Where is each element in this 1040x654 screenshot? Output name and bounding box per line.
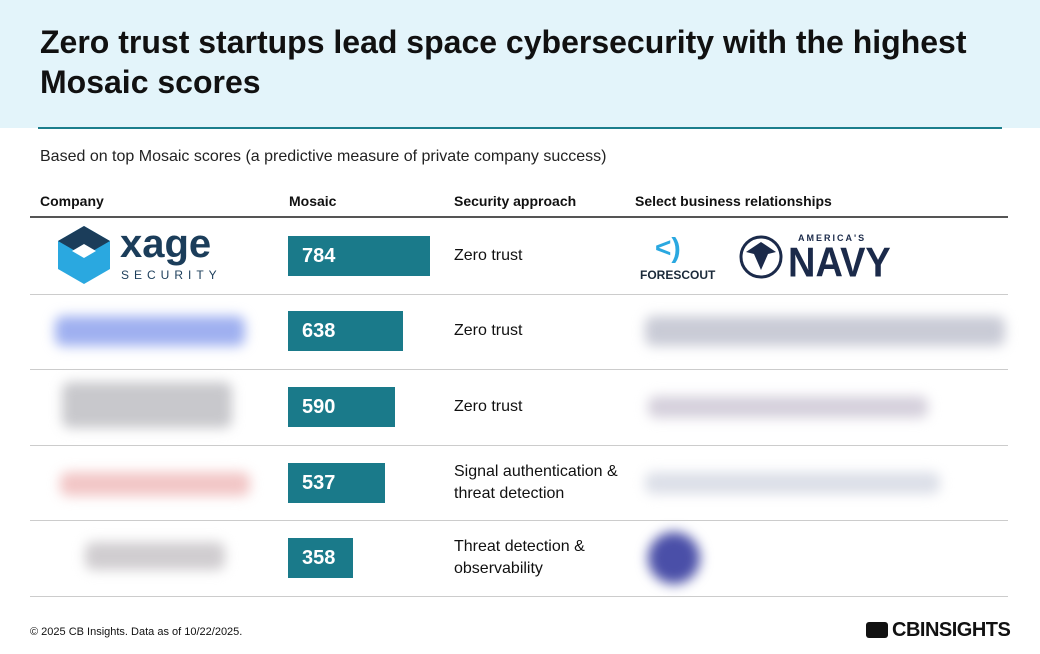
blurred-logo (645, 316, 1005, 346)
column-header: Company (40, 193, 104, 209)
header-band (0, 0, 1040, 128)
footnote: © 2025 CB Insights. Data as of 10/22/202… (30, 626, 243, 638)
blurred-logo (645, 472, 940, 494)
title: Zero trust startups lead space cybersecu… (40, 24, 967, 100)
security-approach: Zero trust (454, 246, 523, 264)
blurred-logo (55, 316, 245, 346)
xage-icon (58, 226, 110, 284)
partner-name: FORESCOUT (640, 268, 716, 282)
navy-emblem (739, 235, 783, 279)
forescout-icon: <) (655, 232, 681, 263)
row-separator (30, 444, 1008, 446)
blurred-logo (648, 396, 928, 418)
row-separator (30, 293, 1008, 295)
security-approach: Zero trust (454, 398, 523, 415)
header-rule (30, 216, 1008, 218)
blurred-logo (85, 542, 225, 570)
column-header: Mosaic (289, 193, 337, 209)
security-approach: Zero trust (454, 322, 523, 340)
column-header: Security approach (454, 193, 577, 209)
blurred-logo (60, 472, 250, 496)
company-tagline: SECURITY (121, 268, 222, 282)
blurred-logo (648, 532, 700, 584)
mosaic-bar: 590 (288, 387, 395, 427)
brand: CBINSIGHTS (892, 619, 1011, 641)
partner-tag: AMERICA'S (798, 233, 867, 243)
mosaic-bar: 537 (288, 462, 386, 503)
row-separator (30, 596, 1008, 597)
row-separator (30, 369, 1008, 371)
mosaic-bar: 784 (288, 235, 430, 276)
subtitle: Based on top Mosaic scores (a predictive… (40, 148, 607, 165)
brand-icon (866, 622, 888, 638)
company-name: xage (120, 222, 212, 266)
security-approach: Signal authentication & threat detection (454, 462, 618, 502)
column-header: Select business relationships (635, 193, 832, 209)
partner-name: NAVY (788, 240, 891, 287)
security-approach: Threat detection & observability (454, 538, 585, 578)
mosaic-bar: 638 (288, 311, 404, 352)
row-separator (30, 520, 1008, 522)
blurred-logo (62, 382, 232, 428)
mosaic-bar: 358 (288, 538, 353, 579)
divider (38, 127, 1002, 129)
